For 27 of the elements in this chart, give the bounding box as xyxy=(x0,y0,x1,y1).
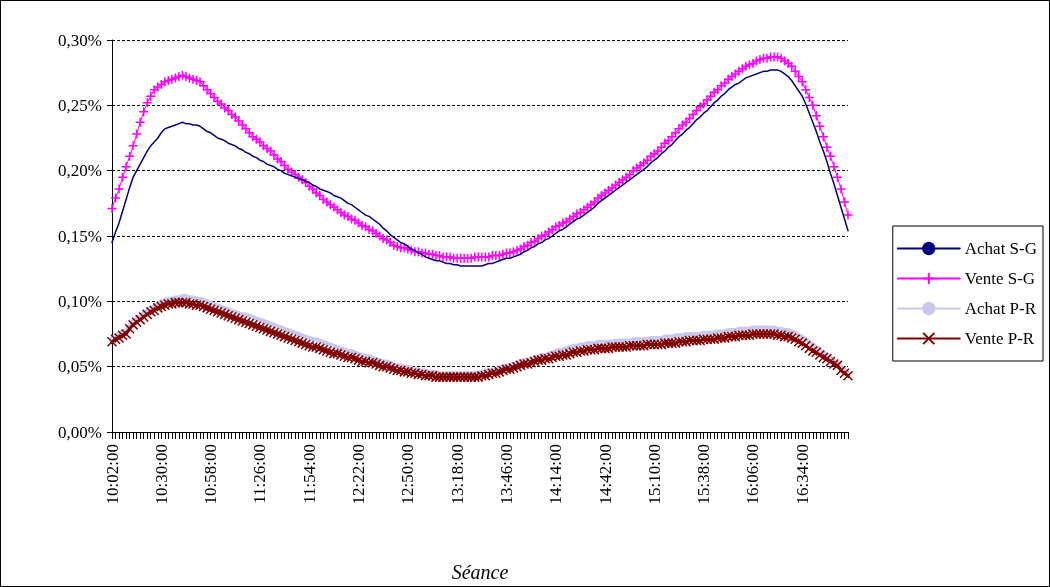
x-tick-label: 13:18:00 xyxy=(447,444,467,505)
y-tick-label: 0,15% xyxy=(58,226,102,246)
x-tick-label: 10:30:00 xyxy=(151,444,171,505)
legend-label: Vente S-G xyxy=(964,269,1036,288)
y-tick-label: 0,30% xyxy=(58,30,102,50)
y-tick-label: 0,25% xyxy=(58,95,102,115)
x-tick-label: 11:26:00 xyxy=(250,444,270,504)
x-tick-label: 11:54:00 xyxy=(299,444,319,504)
x-tick-label: 15:10:00 xyxy=(644,444,664,505)
x-tick-label: 12:50:00 xyxy=(398,444,418,505)
x-tick-label: 16:34:00 xyxy=(792,444,812,505)
x-tick-label: 14:14:00 xyxy=(546,444,566,505)
x-tick-label: 10:02:00 xyxy=(102,444,122,505)
x-tick-label: 12:22:00 xyxy=(349,444,369,505)
x-tick-label: 13:46:00 xyxy=(496,444,516,505)
x-tick-label: 15:38:00 xyxy=(694,444,714,505)
y-tick-label: 0,20% xyxy=(58,161,102,181)
legend-label: Vente P-R xyxy=(964,329,1035,348)
y-tick-label: 0,05% xyxy=(58,357,102,377)
legend-label: Achat S-G xyxy=(964,239,1037,258)
x-tick-label: 10:58:00 xyxy=(201,444,221,505)
x-axis-title: Séance xyxy=(451,561,509,583)
legend-label: Achat P-R xyxy=(964,299,1037,318)
y-tick-label: 0,10% xyxy=(58,291,102,311)
y-tick-label: 0,00% xyxy=(58,422,102,442)
x-tick-label: 14:42:00 xyxy=(595,444,615,505)
x-tick-label: 16:06:00 xyxy=(743,444,763,505)
